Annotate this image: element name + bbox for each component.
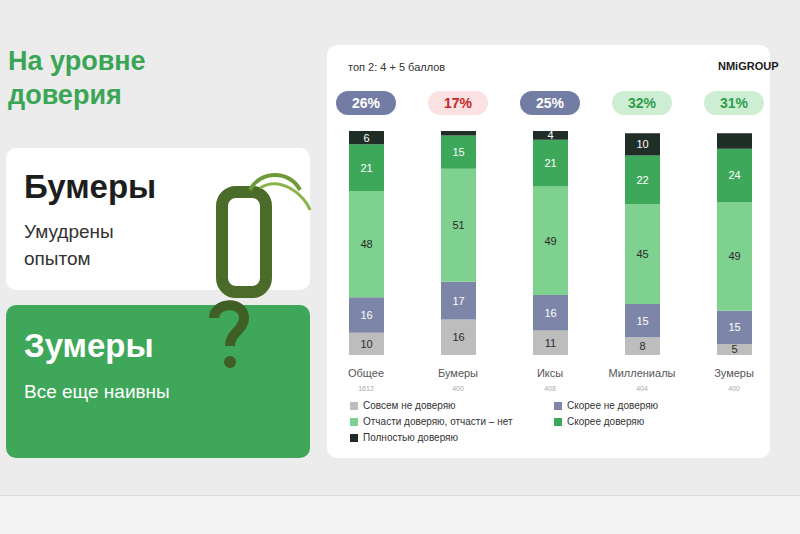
html-text:Скорее не доверяю: Скорее не доверяю <box>567 400 659 411</box>
html-text:На уровне доверия: На уровне доверия <box>8 46 146 110</box>
svg-text:Миллениалы: Миллениалы <box>609 367 676 379</box>
html-text:Бумеры: Бумеры <box>24 168 157 205</box>
svg-text:10: 10 <box>636 138 648 150</box>
svg-text:15: 15 <box>636 315 648 327</box>
svg-text:16: 16 <box>452 331 464 343</box>
svg-text:Иксы: Иксы <box>537 367 563 379</box>
svg-text:16: 16 <box>544 307 556 319</box>
svg-text:48: 48 <box>360 238 372 250</box>
html-text:Все еще наивны: Все еще наивны <box>24 381 170 402</box>
html-text:Полностью доверяю: Полностью доверяю <box>363 432 458 443</box>
svg-text:15: 15 <box>452 146 464 158</box>
html-text:25%: 25% <box>536 95 564 111</box>
html-text:31%: 31% <box>720 95 748 111</box>
html-text:32%: 32% <box>628 95 656 111</box>
svg-text:22: 22 <box>636 174 648 186</box>
svg-text:6: 6 <box>363 132 369 144</box>
svg-text:21: 21 <box>360 162 372 174</box>
svg-text:5: 5 <box>731 343 737 355</box>
svg-text:10: 10 <box>360 338 372 350</box>
svg-text:4: 4 <box>547 129 553 141</box>
html-text:NMiGROUP: NMiGROUP <box>718 60 779 72</box>
svg-text:11: 11 <box>545 337 556 349</box>
svg-text:15: 15 <box>728 321 740 333</box>
html-text:Умудрены опытом: Умудрены опытом <box>24 221 114 269</box>
svg-text:Общее: Общее <box>348 367 384 379</box>
svg-text:21: 21 <box>544 157 556 169</box>
svg-text:16: 16 <box>360 309 372 321</box>
html-text:Отчасти доверяю, отчасти – нет: Отчасти доверяю, отчасти – нет <box>363 416 513 427</box>
html-text:топ 2: 4 + 5 баллов: топ 2: 4 + 5 баллов <box>348 61 446 73</box>
svg-text:49: 49 <box>544 235 556 247</box>
svg-text:17: 17 <box>452 295 464 307</box>
svg-text:400: 400 <box>728 385 740 392</box>
html-text:26%: 26% <box>352 95 380 111</box>
html-text:Совсем не доверяю: Совсем не доверяю <box>363 400 456 411</box>
html-text:17%: 17% <box>444 95 472 111</box>
svg-text:8: 8 <box>639 340 645 352</box>
svg-text:1612: 1612 <box>358 385 374 392</box>
html-text:Скорее доверяю: Скорее доверяю <box>567 416 645 427</box>
svg-text:404: 404 <box>636 385 648 392</box>
svg-text:45: 45 <box>636 248 648 260</box>
svg-text:Бумеры: Бумеры <box>438 367 478 379</box>
svg-text:24: 24 <box>728 169 740 181</box>
svg-text:51: 51 <box>452 219 464 231</box>
svg-text:49: 49 <box>728 250 740 262</box>
svg-text:400: 400 <box>452 385 464 392</box>
html-text:Зумеры: Зумеры <box>24 327 154 364</box>
svg-text:408: 408 <box>544 385 556 392</box>
svg-text:Зумеры: Зумеры <box>714 367 754 379</box>
